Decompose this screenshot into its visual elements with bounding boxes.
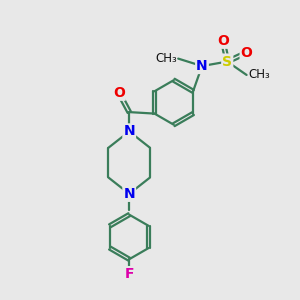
Text: CH₃: CH₃: [155, 52, 177, 65]
Text: O: O: [241, 46, 253, 60]
Text: F: F: [124, 267, 134, 281]
Text: N: N: [196, 59, 208, 73]
Text: N: N: [123, 187, 135, 201]
Text: O: O: [113, 86, 125, 100]
Text: O: O: [217, 34, 229, 48]
Text: CH₃: CH₃: [248, 68, 270, 82]
Text: N: N: [123, 124, 135, 138]
Text: S: S: [222, 55, 232, 69]
